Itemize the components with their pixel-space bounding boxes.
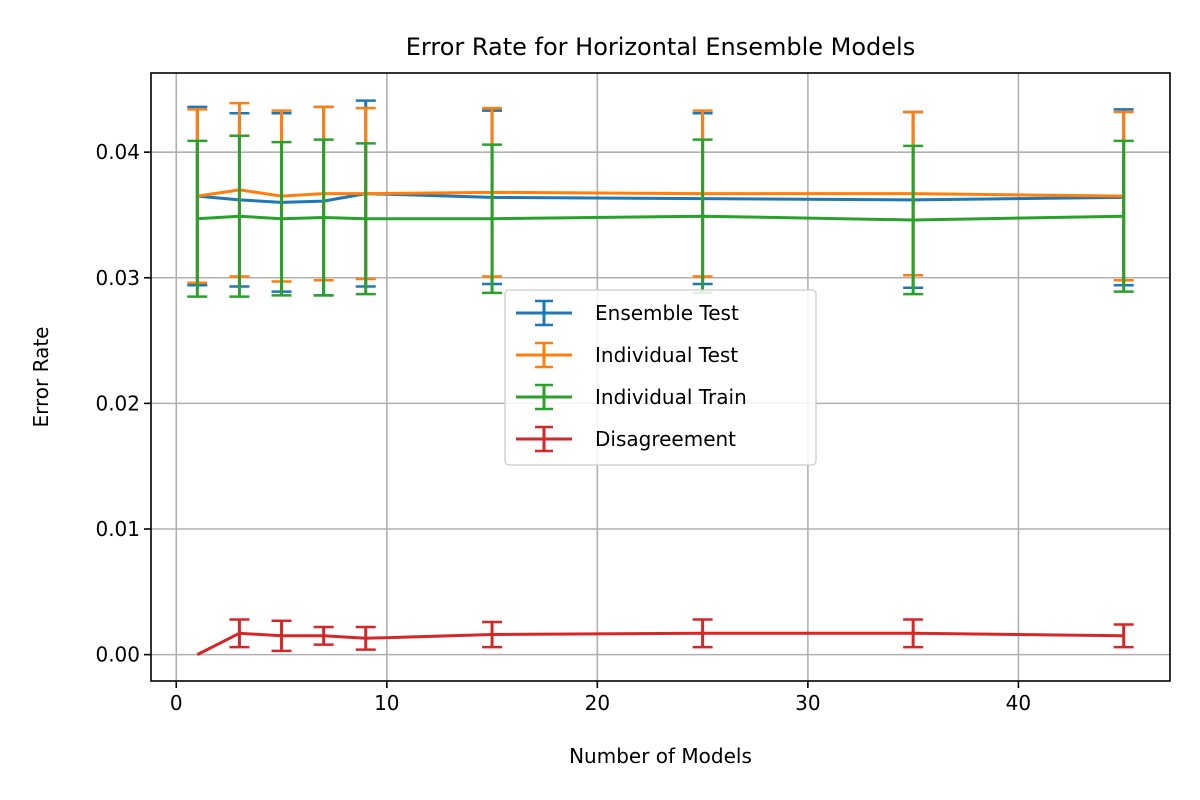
plot-frame: [150, 72, 1171, 682]
x-tick-label: 20: [585, 691, 610, 715]
x-tick-label: 0: [170, 691, 183, 715]
series-layer: [187, 99, 1134, 656]
legend-label-disagreement: Disagreement: [595, 427, 736, 451]
y-axis-label: Error Rate: [29, 327, 53, 428]
legend-label-ensemble-test: Ensemble Test: [595, 301, 739, 325]
disagreement-line: [196, 631, 1124, 656]
legend: Ensemble Test Individual Test Individual T…: [504, 289, 817, 466]
legend-entry-individual-train: Individual Train: [516, 383, 747, 411]
x-tick-label: 40: [1006, 691, 1031, 715]
legend-entry-ensemble-test: Ensemble Test: [516, 299, 739, 327]
y-tick-label: 0.00: [95, 643, 140, 667]
legend-entry-disagreement: Disagreement: [516, 425, 736, 453]
y-tick-label: 0.02: [95, 391, 140, 415]
legend-label-individual-test: Individual Test: [595, 343, 738, 367]
x-tick-label: 30: [795, 691, 820, 715]
legend-entry-individual-test: Individual Test: [516, 341, 738, 369]
tick-layer: 0 10 20 30 40 0.00 0.01 0.02 0.03 0.04: [95, 140, 1031, 715]
x-tick-label: 10: [374, 691, 399, 715]
series-individual-train: [187, 134, 1134, 298]
legend-box: [504, 289, 817, 466]
y-tick-label: 0.03: [95, 266, 140, 290]
series-disagreement: [196, 618, 1134, 656]
x-axis-label: Number of Models: [569, 744, 752, 768]
chart-title: Error Rate for Horizontal Ensemble Model…: [406, 33, 915, 61]
y-tick-label: 0.01: [95, 517, 140, 541]
legend-entries: Ensemble Test Individual Test Individual T…: [516, 299, 747, 453]
individual-train-line: [197, 214, 1124, 222]
y-tick-label: 0.04: [95, 140, 140, 164]
legend-label-individual-train: Individual Train: [595, 385, 747, 409]
